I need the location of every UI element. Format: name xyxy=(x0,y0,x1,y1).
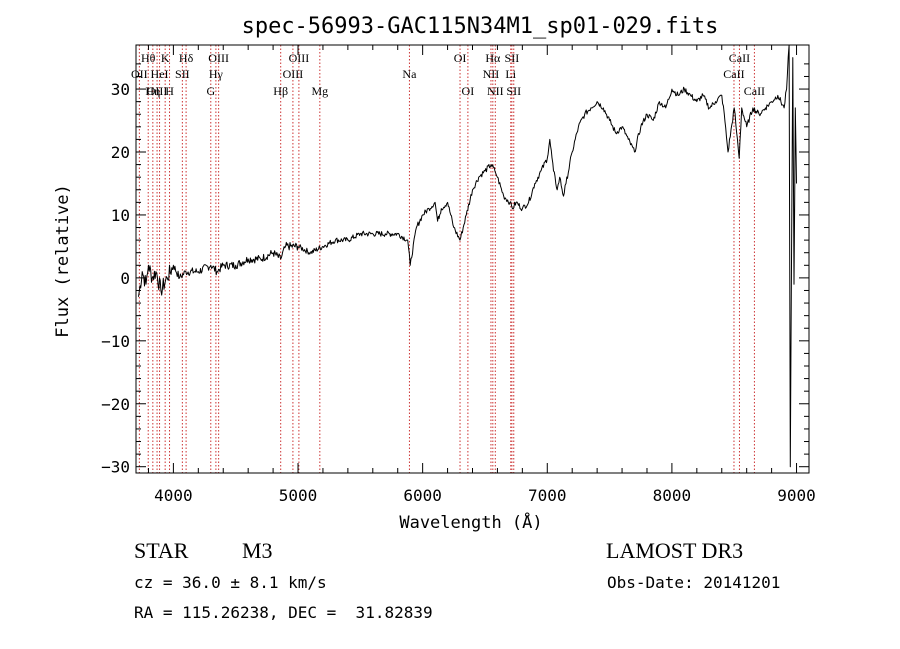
obs-date: Obs-Date: 20141201 xyxy=(607,573,781,592)
object-class: STAR xyxy=(134,538,189,563)
line-label-14: OIII xyxy=(289,51,310,65)
y-tick-label-4: 10 xyxy=(111,206,130,225)
line-label-2: Hη xyxy=(145,84,160,98)
chart-title: spec-56993-GAC115N34M1_sp01-029.fits xyxy=(242,14,719,39)
coordinates-text: RA = 115.26238, DEC = 31.82839 xyxy=(134,603,433,622)
line-label-3: OIII xyxy=(147,84,168,98)
line-label-0: OII xyxy=(131,67,148,81)
line-label-9: G xyxy=(206,84,215,98)
line-label-13: OIII xyxy=(283,67,304,81)
line-label-24: SII xyxy=(506,84,521,98)
line-label-18: OI xyxy=(462,84,475,98)
redshift-text: cz = 36.0 ± 8.1 km/s xyxy=(134,573,327,592)
y-axis-ticks: −30 −20 −10 0 10 20 30 xyxy=(101,63,809,477)
line-label-22: Li xyxy=(505,67,516,81)
object-subclass: M3 xyxy=(242,538,273,563)
y-tick-label-2: −10 xyxy=(101,332,130,351)
line-label-17: OI xyxy=(454,51,467,65)
line-label-7: SII xyxy=(175,67,190,81)
line-label-16: Na xyxy=(402,67,417,81)
line-label-11: OIII xyxy=(208,51,229,65)
y-axis-label: Flux (relative) xyxy=(53,184,73,338)
y-tick-label-0: −30 xyxy=(101,458,130,477)
x-tick-label-2: 6000 xyxy=(403,486,442,505)
x-axis-label: Wavelength (Å) xyxy=(399,511,542,533)
line-label-15: Mg xyxy=(311,84,328,98)
line-label-20: Hα xyxy=(485,51,501,65)
x-axis-ticks: 4000 5000 6000 7000 8000 9000 xyxy=(147,45,816,505)
line-label-10: Hγ xyxy=(209,67,224,81)
line-label-5: K xyxy=(161,51,170,65)
survey-name: LAMOST DR3 xyxy=(606,538,744,563)
line-label-21: NII xyxy=(487,84,504,98)
line-label-1: Hθ xyxy=(141,51,156,65)
x-tick-label-0: 4000 xyxy=(154,486,193,505)
line-label-4: HeI xyxy=(151,67,169,81)
y-tick-label-6: 30 xyxy=(111,80,130,99)
spectral-line-labels: OIIHθHηOIIIHeIKHSIIHδGHγOIIIHβOIIIOIIIMg… xyxy=(131,51,765,98)
spectral-line-markers xyxy=(138,45,755,473)
line-label-8: Hδ xyxy=(179,51,194,65)
y-tick-label-5: 20 xyxy=(111,143,130,162)
line-label-6: H xyxy=(165,84,174,98)
line-label-12: Hβ xyxy=(273,84,288,98)
spectrum-line xyxy=(138,44,797,468)
line-label-25: CaII xyxy=(723,67,744,81)
x-tick-label-1: 5000 xyxy=(279,486,318,505)
line-label-26: CaII xyxy=(729,51,750,65)
spectrum-series xyxy=(138,44,797,468)
y-tick-label-1: −20 xyxy=(101,395,130,414)
x-tick-label-3: 7000 xyxy=(528,486,567,505)
line-label-23: SII xyxy=(505,51,520,65)
x-tick-label-4: 8000 xyxy=(653,486,692,505)
y-tick-label-3: 0 xyxy=(120,269,130,288)
line-label-19: NII xyxy=(483,67,500,81)
x-tick-label-5: 9000 xyxy=(777,486,816,505)
line-label-27: CaII xyxy=(744,84,765,98)
